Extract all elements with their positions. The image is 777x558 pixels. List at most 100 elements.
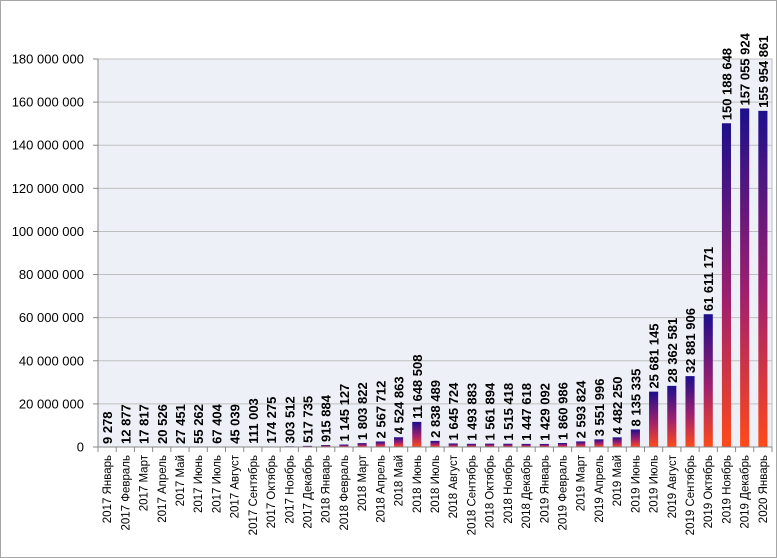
data-label: 32 881 906 bbox=[683, 308, 698, 373]
x-tick-label: 2019 Май bbox=[612, 455, 624, 506]
x-tick-label: 2018 Октябрь bbox=[485, 455, 497, 528]
data-label: 17 817 bbox=[137, 404, 152, 444]
data-label: 1 860 986 bbox=[556, 382, 571, 440]
bar bbox=[521, 443, 531, 447]
bar bbox=[649, 391, 659, 447]
bar bbox=[412, 421, 422, 447]
data-label: 28 362 581 bbox=[665, 318, 680, 383]
data-label: 2 567 712 bbox=[373, 381, 388, 439]
x-tick-label: 2018 Декабрь bbox=[521, 455, 533, 529]
data-label: 174 275 bbox=[264, 397, 279, 444]
y-tick-label: 0 bbox=[77, 440, 84, 455]
bar bbox=[466, 443, 476, 447]
x-tick-label: 2019 Август bbox=[667, 454, 679, 518]
bar bbox=[539, 443, 549, 447]
x-tick-label: 2019 Январь bbox=[539, 455, 551, 523]
bar bbox=[667, 385, 677, 447]
data-label: 1 493 883 bbox=[464, 383, 479, 441]
y-tick-label: 100 000 000 bbox=[12, 224, 84, 239]
x-tick-label: 2017 Сентябрь bbox=[248, 455, 260, 535]
data-labels: 9 278 12 877 17 817 20 526 27 451 55 262 67 40… bbox=[100, 32, 771, 444]
y-tick-label: 140 000 000 bbox=[12, 138, 84, 153]
data-label: 150 188 648 bbox=[719, 48, 734, 120]
x-tick-label: 2019 Ноябрь bbox=[721, 455, 733, 524]
y-tick-label: 80 000 000 bbox=[19, 267, 84, 282]
x-tick-label: 2019 Июль bbox=[649, 455, 661, 513]
x-tick-label: 2017 Апрель bbox=[157, 455, 169, 523]
data-label: 8 135 335 bbox=[628, 369, 643, 427]
x-tick-label: 2018 Март bbox=[357, 454, 369, 511]
bar bbox=[703, 314, 713, 447]
data-label: 1 145 127 bbox=[337, 384, 352, 442]
y-tick-label: 40 000 000 bbox=[19, 353, 84, 368]
x-tick-label: 2019 Сентябрь bbox=[685, 455, 697, 535]
x-tick-label: 2017 Декабрь bbox=[302, 455, 314, 529]
y-tick-label: 120 000 000 bbox=[12, 181, 84, 196]
x-tick-label: 2018 Ноябрь bbox=[503, 455, 515, 524]
x-tick-label: 2018 Август bbox=[448, 454, 460, 518]
x-tick-label: 2017 Май bbox=[175, 455, 187, 506]
bar bbox=[339, 444, 349, 447]
x-tick-label: 2017 Март bbox=[139, 454, 151, 511]
x-tick-label: 2020 Январь bbox=[758, 455, 770, 523]
data-label: 303 512 bbox=[282, 396, 297, 443]
bar bbox=[612, 437, 622, 447]
x-tick-label: 2019 Февраль bbox=[558, 455, 570, 531]
data-label: 11 648 508 bbox=[410, 355, 425, 419]
x-tick-label: 2018 Сентябрь bbox=[466, 455, 478, 535]
x-tick-label: 2018 Май bbox=[394, 455, 406, 506]
data-label: 3 551 996 bbox=[592, 378, 607, 436]
x-tick-label: 2019 Апрель bbox=[594, 455, 606, 523]
x-tick-label: 2017 Ноябрь bbox=[284, 455, 296, 524]
data-label: 1 429 092 bbox=[537, 383, 552, 441]
x-tick-label: 2018 Июль bbox=[430, 455, 442, 513]
data-label: 27 451 bbox=[173, 404, 188, 444]
x-tick-label: 2018 Февраль bbox=[339, 455, 351, 531]
data-label: 2 593 824 bbox=[574, 380, 589, 439]
bar bbox=[485, 443, 495, 447]
bar bbox=[430, 440, 440, 447]
bar bbox=[557, 442, 568, 447]
x-tick-label: 2017 Июнь bbox=[193, 455, 205, 513]
bar bbox=[503, 443, 513, 447]
data-label: 1 515 418 bbox=[501, 383, 516, 441]
data-label: 111 003 bbox=[246, 398, 261, 444]
data-label: 4 482 250 bbox=[610, 376, 625, 434]
bar bbox=[394, 437, 404, 447]
bar bbox=[375, 441, 385, 447]
data-label: 61 611 171 bbox=[701, 247, 716, 311]
x-tick-label: 2019 Июнь bbox=[630, 455, 642, 513]
data-label: 25 681 145 bbox=[647, 324, 662, 389]
grid-lines bbox=[98, 58, 772, 405]
x-tick-label: 2018 Январь bbox=[321, 455, 333, 523]
bar bbox=[357, 443, 367, 447]
x-tick-label: 2018 Апрель bbox=[375, 455, 387, 523]
bar bbox=[576, 441, 586, 447]
data-label: 20 526 bbox=[155, 404, 170, 444]
x-tick-label: 2017 Февраль bbox=[120, 455, 132, 531]
data-label: 9 278 bbox=[100, 411, 115, 444]
data-label: 55 262 bbox=[191, 404, 206, 444]
bar bbox=[630, 429, 640, 447]
x-tick-label: 2018 Июнь bbox=[412, 455, 424, 513]
data-label: 157 055 924 bbox=[738, 32, 753, 105]
x-tick-label: 2017 Июль bbox=[211, 455, 223, 513]
bar bbox=[321, 445, 331, 447]
bars bbox=[102, 108, 768, 448]
data-label: 12 877 bbox=[118, 404, 133, 444]
y-tick-label: 60 000 000 bbox=[19, 310, 84, 325]
x-tick-label: 2017 Январь bbox=[102, 455, 114, 523]
y-axis: 0 20 000 000 40 000 000 60 000 000 80 000 00… bbox=[12, 52, 99, 455]
x-tick-label: 2017 Август bbox=[230, 454, 242, 518]
data-label: 517 735 bbox=[300, 396, 315, 443]
bar bbox=[302, 445, 313, 447]
bar bbox=[594, 439, 604, 447]
y-tick-label: 160 000 000 bbox=[12, 95, 84, 110]
bar bbox=[721, 123, 732, 448]
data-label: 1 561 894 bbox=[483, 382, 498, 441]
data-label: 915 884 bbox=[319, 394, 334, 442]
data-label: 155 954 861 bbox=[756, 36, 771, 108]
data-label: 1 447 618 bbox=[519, 383, 534, 441]
data-label: 1 645 724 bbox=[446, 382, 461, 441]
